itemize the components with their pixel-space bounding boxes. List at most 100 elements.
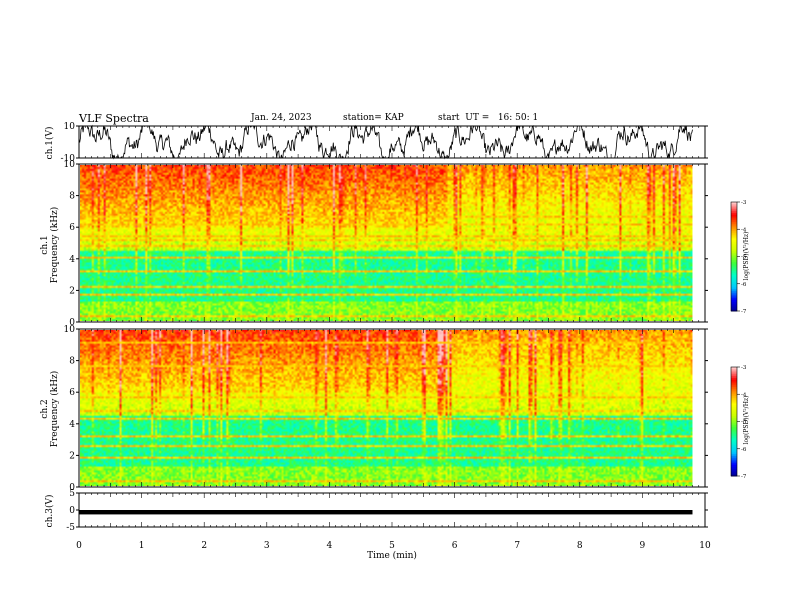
cb1-cell [731, 261, 737, 265]
ch1-spec-ytick-label: 8 [69, 192, 75, 202]
colorbar-ch1: -3 -4 -5 -6 -7 [730, 200, 747, 315]
cb2-cell [731, 428, 737, 432]
x-tick-label: 7 [514, 541, 520, 551]
cb2-cell [731, 408, 737, 412]
x-tick-label: 8 [577, 541, 583, 551]
ch1-spec-ytick-label: 6 [69, 223, 75, 233]
cb2-cell [731, 465, 737, 468]
x-tick-label: 4 [327, 541, 333, 551]
cb2-cell [731, 416, 737, 419]
cb2-cell [731, 470, 737, 473]
cb2-cell [731, 436, 737, 439]
ch2-spec-ytick-label: 4 [69, 420, 75, 430]
cb2-cell [731, 377, 737, 381]
cb2-cell [731, 450, 737, 453]
cb2-cell [731, 448, 737, 452]
ch1-spec-image [80, 165, 693, 321]
cb2-cell [731, 459, 737, 462]
cb2-tick-label: -3 [741, 365, 747, 371]
cb2-label: log(PSD)(V²/Hz) [743, 396, 750, 445]
cb2-cell [731, 414, 737, 417]
ch3-signal-band [79, 510, 693, 515]
cb2-cell [731, 367, 737, 370]
x-tick-label: 1 [139, 541, 145, 551]
cb2-cell [731, 443, 737, 446]
cb1-cell [731, 234, 737, 238]
cb2-cell [731, 474, 737, 477]
cb1-cell [731, 254, 737, 257]
station-label: station= KAP [343, 113, 404, 123]
cb1-cell [731, 243, 737, 247]
cb1-cell [731, 269, 737, 272]
cb2-cell [731, 472, 737, 475]
cb1-cell [731, 221, 737, 225]
x-axis-label: Time (min) [367, 550, 417, 561]
cb1-cell [731, 305, 737, 308]
colorbar-ch2: -3 -4 -5 -6 -7 [730, 365, 747, 480]
cb1-cell [731, 231, 737, 234]
cb1-cell [731, 245, 737, 248]
cb1-cell [731, 251, 737, 254]
cb2-cell [731, 412, 737, 415]
cb2-cell [731, 372, 737, 375]
cb1-cell [731, 212, 737, 216]
cb2-cell [731, 441, 737, 444]
cb2-cell [731, 445, 737, 448]
cb1-label: log(PSD)(V²/Hz) [743, 232, 750, 281]
ch2-spec-ylabel-2: Frequency (kHz) [49, 371, 60, 448]
cb1-cell [731, 307, 737, 310]
cb2-tick-label: -7 [741, 474, 747, 480]
cb2-cell [731, 454, 737, 457]
cb1-cell [731, 283, 737, 287]
cb1-cell [731, 211, 737, 214]
ch3-ytick-label: 5 [69, 489, 75, 499]
cb2-cell [731, 368, 737, 372]
cb2-cell [731, 463, 737, 466]
cb1-cell [731, 209, 737, 212]
cb2-cell [731, 410, 737, 413]
ch2-spec-ytick-label: 8 [69, 357, 75, 367]
cb2-cell [731, 403, 737, 406]
ch1-spec-ytick-label: 10 [64, 160, 76, 170]
cb1-cell [731, 216, 737, 219]
cb1-cell [731, 285, 737, 288]
ch1-wave-ylabel: ch.1(V) [44, 127, 55, 160]
ch3-ytick-label: -5 [66, 523, 75, 533]
cb1-cell [731, 241, 737, 245]
cb2-cell [731, 376, 737, 379]
cb2-cell [731, 370, 737, 373]
cb1-cell [731, 256, 737, 259]
ch1-waveform-panel: 10 -10 [61, 122, 708, 164]
cb1-cell [731, 247, 737, 250]
cb1-cell [731, 309, 737, 312]
cb2-cell [731, 468, 737, 472]
cb1-cell [731, 252, 737, 256]
cb1-tick-label: -6 [741, 282, 747, 288]
cb2-cell [731, 452, 737, 455]
ch1-spec-ylabel-1: ch.1 [40, 235, 50, 254]
cb1-cell [731, 207, 737, 210]
cb2-cell [731, 374, 737, 377]
cb1-cell [731, 289, 737, 292]
ch1-wave-ytick-label: -10 [61, 154, 76, 164]
cb2-cell [731, 388, 737, 392]
ch2-spec-image [80, 330, 693, 486]
cb2-cell [731, 419, 737, 422]
ch2-spectrogram-panel: 0 2 4 6 8 10 [64, 325, 708, 493]
cb2-tick-label: -4 [741, 392, 747, 398]
date-label: Jan. 24, 2023 [251, 113, 312, 123]
cb1-cell [731, 296, 737, 299]
x-tick-label: 3 [264, 541, 270, 551]
cb1-cell [731, 260, 737, 263]
cb1-cell [731, 258, 737, 261]
cb1-cell [731, 240, 737, 243]
start-time-label: start UT = 16: 50: 1 [438, 113, 539, 123]
x-tick-label: 9 [640, 541, 646, 551]
ch1-spec-ytick-label: 0 [69, 318, 75, 328]
cb1-tick-label: -7 [741, 309, 747, 315]
cb2-cell [731, 379, 737, 383]
cb1-cell [731, 232, 737, 236]
ch2-spec-ytick-label: 6 [69, 388, 75, 398]
cb2-cell [731, 406, 737, 410]
ch2-spec-ytick-label: 0 [69, 483, 75, 493]
